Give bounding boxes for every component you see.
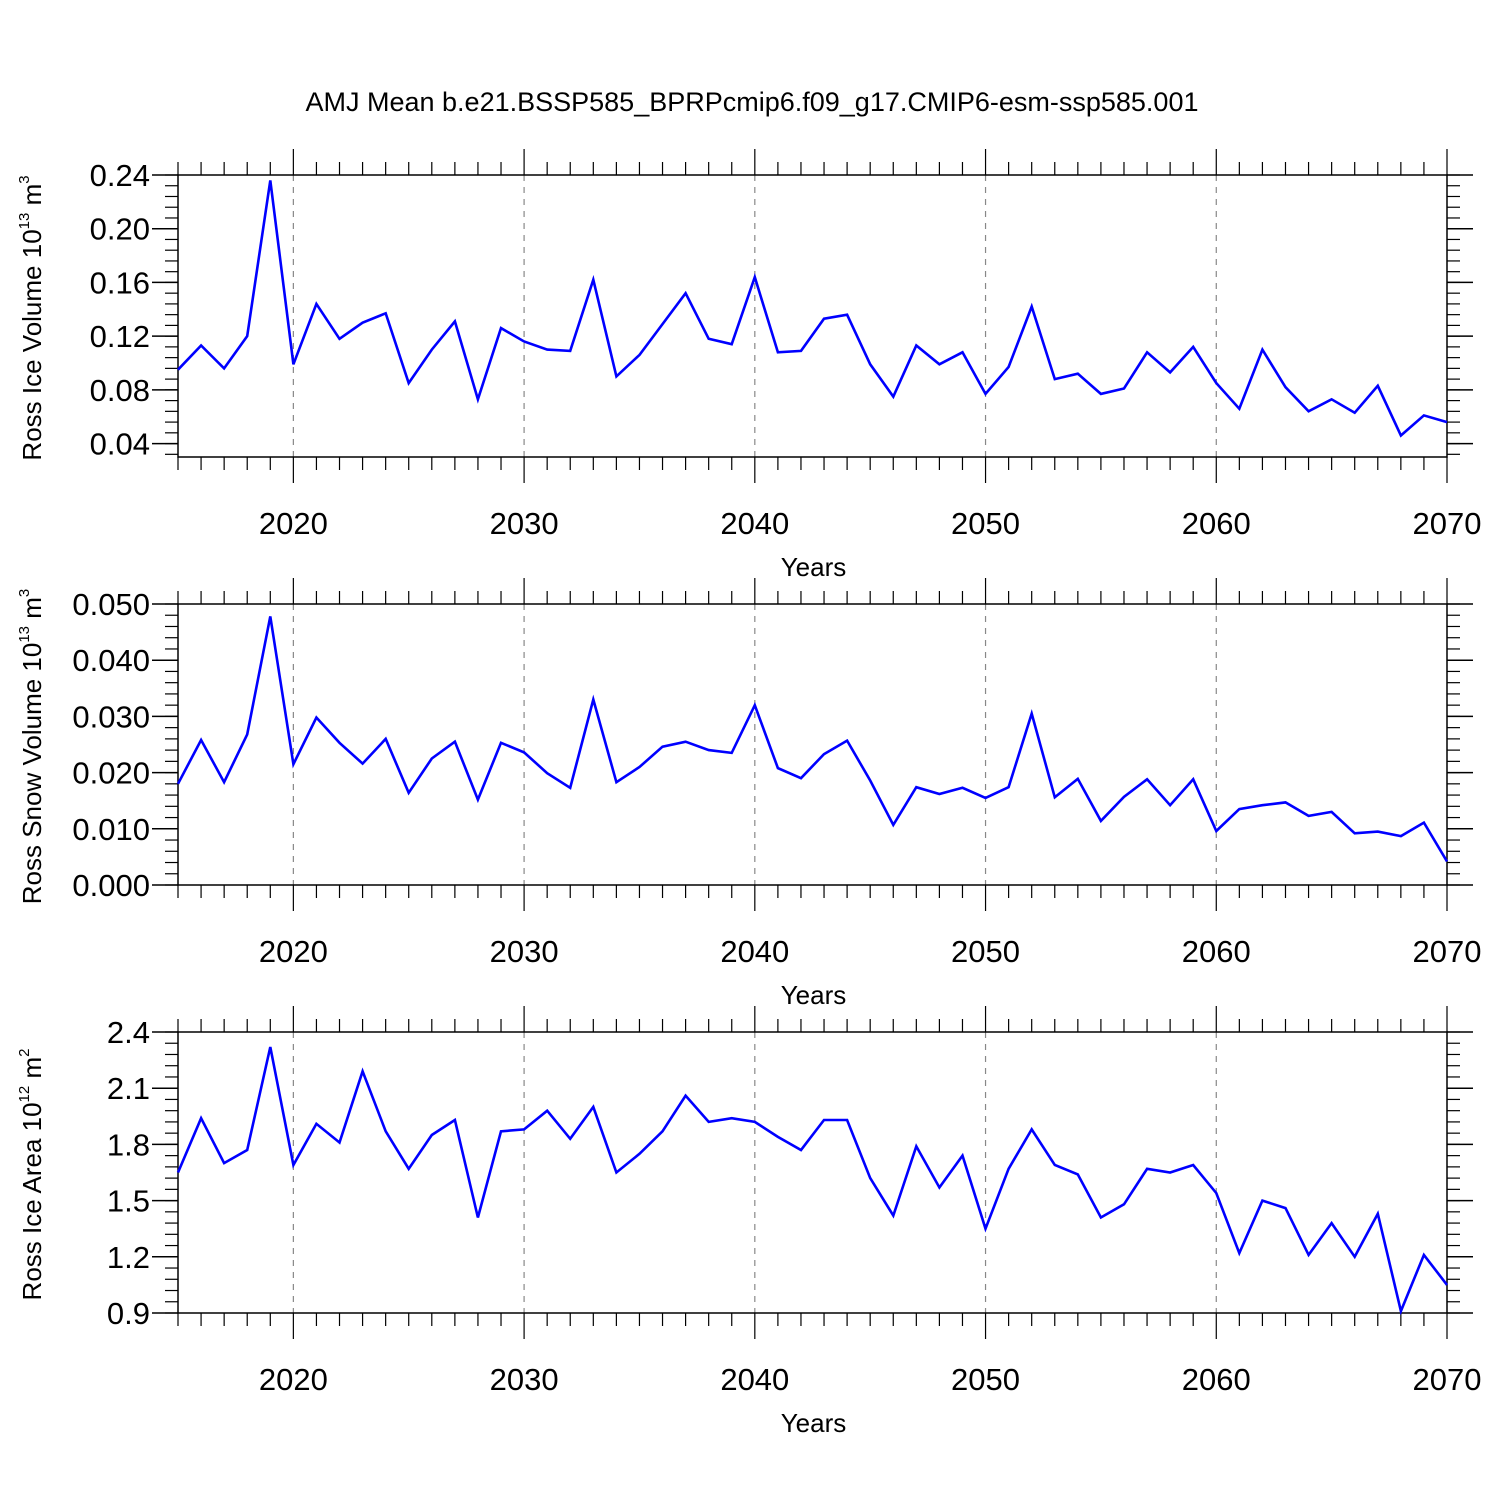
plot-frame: [177, 603, 1448, 886]
y-axis-label: Ross Ice Area 1012 m2: [16, 1049, 47, 1301]
x-tick-label: 2060: [1182, 1362, 1251, 1397]
x-tick-label: 2020: [259, 506, 328, 541]
x-tick-label: 2020: [259, 934, 328, 969]
y-tick-label: 0.000: [72, 868, 150, 903]
plot-frame: [177, 174, 1448, 458]
y-tick-label: 0.16: [90, 265, 150, 300]
y-tick-label: 0.040: [72, 643, 150, 678]
panel-3: 0.9 1.2 1.5 1.8 2.1 2.4 2020 2030 2040 2050 2060 20…: [16, 1006, 1481, 1438]
y-axis-label: Ross Ice Volume 1013 m3: [16, 175, 47, 460]
x-tick-label: 2060: [1182, 934, 1251, 969]
y-tick-label: 2.4: [107, 1015, 150, 1050]
x-tick-label: 2050: [951, 506, 1020, 541]
y-axis-label: Ross Snow Volume 1013 m3: [16, 589, 47, 905]
x-tick-label: 2030: [490, 1362, 559, 1397]
y-tick-label: 0.050: [72, 587, 150, 622]
x-axis-label: Years: [781, 1408, 847, 1438]
panel-2: 0.000 0.010 0.020 0.030 0.040 0.050 2020 2030 20…: [16, 578, 1481, 1010]
x-tick-label: 2060: [1182, 506, 1251, 541]
x-tick-label: 2040: [720, 506, 789, 541]
x-tick-label: 2030: [490, 506, 559, 541]
series-line: [177, 180, 1448, 438]
x-axis-label: Years: [781, 980, 847, 1010]
series-line: [176, 616, 1449, 863]
y-tick-label: 1.2: [107, 1240, 150, 1275]
plot-frame: [177, 1031, 1448, 1314]
x-tick-label: 2070: [1413, 934, 1482, 969]
panel-1: 0.04 0.08 0.12 0.16 0.20 0.24 2020 2030 2040 2050…: [16, 149, 1481, 582]
y-tick-label: 0.04: [90, 427, 150, 462]
x-tick-label: 2020: [259, 1362, 328, 1397]
chart-title: AMJ Mean b.e21.BSSP585_BPRPcmip6.f09_g17…: [306, 87, 1199, 117]
y-tick-label: 0.08: [90, 373, 150, 408]
y-tick-label: 0.12: [90, 319, 150, 354]
x-tick-label: 2050: [951, 1362, 1020, 1397]
y-tick-label: 0.030: [72, 699, 150, 734]
x-tick-label: 2030: [490, 934, 559, 969]
y-tick-label: 0.24: [90, 158, 150, 193]
y-tick-label: 0.010: [72, 812, 150, 847]
x-tick-label: 2050: [951, 934, 1020, 969]
x-tick-label: 2040: [720, 934, 789, 969]
y-tick-label: 1.5: [107, 1184, 150, 1219]
series-line: [176, 1046, 1449, 1316]
y-tick-label: 0.9: [107, 1296, 150, 1331]
x-tick-label: 2040: [720, 1362, 789, 1397]
y-tick-label: 0.020: [72, 756, 150, 791]
x-axis-label: Years: [781, 552, 847, 582]
y-tick-label: 1.8: [107, 1127, 150, 1162]
x-tick-label: 2070: [1413, 506, 1482, 541]
y-tick-label: 0.20: [90, 212, 150, 247]
y-tick-label: 2.1: [107, 1071, 150, 1106]
x-tick-label: 2070: [1413, 1362, 1482, 1397]
